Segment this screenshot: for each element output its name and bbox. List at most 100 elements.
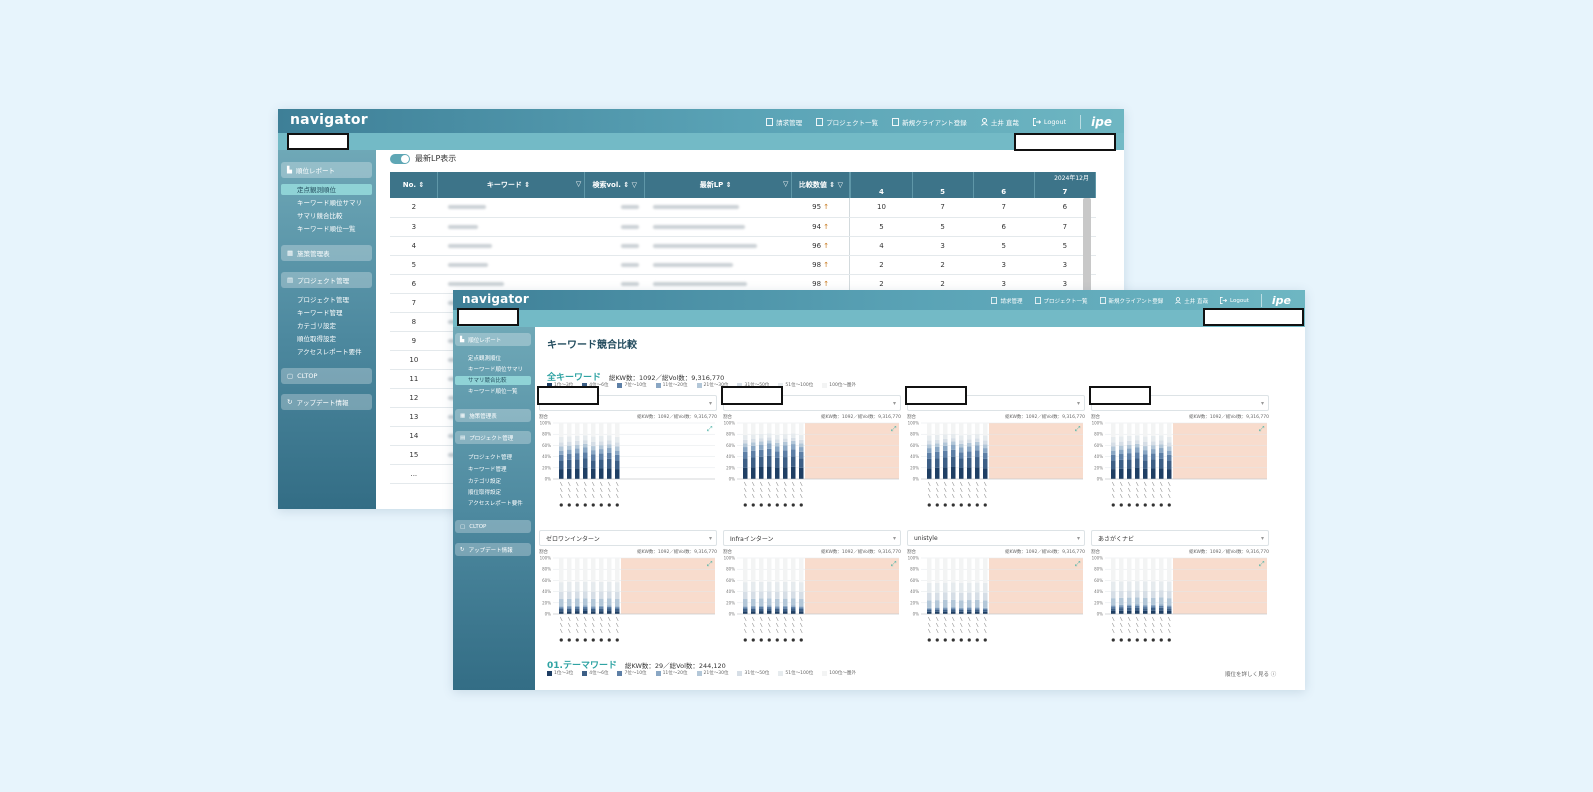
nav-new-client[interactable]: 新規クライアント登録 bbox=[892, 117, 967, 127]
competitor-select[interactable]: ゼロワンインターン bbox=[539, 530, 717, 546]
sidebar-item-summary-compare[interactable]: サマリ競合比較 bbox=[297, 212, 343, 220]
toggle-switch[interactable] bbox=[390, 153, 410, 164]
sidebar-item-keyword-list[interactable]: キーワード順位一覧 bbox=[297, 225, 356, 233]
cell-volume bbox=[584, 198, 645, 218]
chart-bar-segment bbox=[775, 451, 780, 458]
y-tick-label: 0% bbox=[913, 477, 920, 482]
chart-bar-segment bbox=[567, 581, 572, 592]
scrollbar[interactable] bbox=[1083, 198, 1091, 302]
sidebar-item-measures[interactable]: ▦ 施策管理表 bbox=[281, 245, 372, 261]
chart-bar-segment bbox=[783, 607, 788, 609]
sidebar-item-summary-compare[interactable]: サマリ競合比較 bbox=[455, 376, 531, 385]
sidebar-item-keyword-summary[interactable]: キーワード順位サマリ bbox=[297, 199, 362, 207]
x-tick-mark bbox=[759, 481, 763, 487]
sidebar-item-category[interactable]: カテゴリ設定 bbox=[468, 479, 502, 485]
y-tick-label: 80% bbox=[1094, 567, 1103, 572]
chart-bar-segment bbox=[1151, 449, 1156, 454]
table-row[interactable]: 2 95 ↑ 10 7 7 6 bbox=[390, 198, 1096, 218]
table-row[interactable]: 6 98 ↑ 2 2 3 3 bbox=[390, 274, 1096, 294]
chart-bar-segment bbox=[943, 609, 948, 612]
table-row[interactable]: 4 96 ↑ 4 3 5 5 bbox=[390, 236, 1096, 256]
x-tick-mark bbox=[943, 622, 947, 628]
sidebar-item-rank-report[interactable]: ▙ 順位レポート bbox=[281, 162, 372, 178]
sidebar-item-fixed-rank[interactable]: 定点観測順位 bbox=[468, 356, 502, 362]
sidebar-item-project-mgmt[interactable]: ▤ プロジェクト管理 bbox=[281, 272, 372, 288]
sidebar-item-category[interactable]: カテゴリ設定 bbox=[297, 322, 336, 330]
sidebar-item-keyword-summary[interactable]: キーワード順位サマリ bbox=[468, 367, 524, 373]
chart-bar-segment bbox=[951, 441, 956, 445]
sidebar-item-keyword-mgmt[interactable]: キーワード管理 bbox=[297, 309, 343, 317]
chart-bar-segment bbox=[791, 466, 796, 479]
legend-label: 51位〜100位 bbox=[785, 671, 814, 676]
nav-logout[interactable]: Logout bbox=[1220, 297, 1249, 304]
table-row[interactable]: 5 98 ↑ 2 2 3 3 bbox=[390, 255, 1096, 275]
nav-billing[interactable]: 請求管理 bbox=[766, 117, 802, 127]
x-tick-mark bbox=[983, 622, 987, 628]
legend-label: 1位〜3位 bbox=[554, 382, 573, 388]
sidebar-item-keyword-list[interactable]: キーワード順位一覧 bbox=[468, 389, 518, 395]
sidebar-item-keyword-mgmt[interactable]: キーワード管理 bbox=[468, 467, 507, 473]
chart-bar-segment bbox=[1119, 590, 1124, 598]
nav-projects[interactable]: プロジェクト一覧 bbox=[1034, 297, 1088, 305]
bar-marker-dot bbox=[775, 638, 779, 642]
rank-detail-link[interactable]: 順位を詳しく見る ⓘ bbox=[1225, 672, 1277, 678]
filter-icon[interactable]: ▽ bbox=[837, 181, 843, 189]
legend-item: 21位〜30位 bbox=[696, 382, 728, 388]
sidebar-item-project[interactable]: プロジェクト管理 bbox=[297, 296, 349, 304]
chart-bar-segment bbox=[567, 598, 572, 606]
legend-item: 100位〜圏外 bbox=[822, 382, 856, 388]
x-tick-mark bbox=[935, 628, 939, 634]
sidebar-item-rank-setting[interactable]: 順位取得設定 bbox=[297, 335, 336, 343]
x-tick-mark bbox=[1151, 487, 1155, 493]
col-keyword[interactable]: キーワード ⇕ ▽ bbox=[437, 172, 586, 198]
table-row[interactable]: 3 94 ↑ 5 5 6 7 bbox=[390, 217, 1096, 237]
chart-bar-segment bbox=[799, 608, 804, 612]
latest-lp-toggle[interactable]: 最新LP表示 bbox=[390, 153, 456, 164]
chart-bar-segment bbox=[1151, 610, 1156, 614]
chart-bar-segment bbox=[799, 451, 804, 459]
chart-bar-segment bbox=[607, 423, 612, 436]
sidebar-item-updates[interactable]: ↻ アップデート情報 bbox=[281, 394, 372, 410]
bar-marker-dot bbox=[743, 503, 747, 507]
nav-projects[interactable]: プロジェクト一覧 bbox=[816, 117, 878, 127]
col-lp[interactable]: 最新LP ⇕ ▽ bbox=[644, 172, 793, 198]
nav-billing[interactable]: 請求管理 bbox=[991, 297, 1023, 305]
competitor-select[interactable]: unistyle bbox=[907, 530, 1085, 546]
nav-user[interactable]: 土井 直哉 bbox=[1175, 297, 1208, 305]
filter-icon[interactable]: ▽ bbox=[575, 180, 582, 188]
sidebar-item-cltop[interactable]: ▢ CLTOP bbox=[455, 520, 531, 533]
sidebar-item-rank-report[interactable]: ▙ 順位レポート bbox=[455, 333, 531, 346]
sidebar-item-access-report[interactable]: アクセスレポート要件 bbox=[468, 501, 523, 507]
col-no[interactable]: No. ⇕ bbox=[390, 172, 439, 198]
filter-icon[interactable]: ▽ bbox=[631, 181, 638, 189]
sidebar-item-rank-setting[interactable]: 順位取得設定 bbox=[468, 490, 502, 496]
sidebar-item-cltop[interactable]: ▢ CLTOP bbox=[281, 368, 372, 384]
x-tick-mark bbox=[927, 628, 931, 634]
nav-user[interactable]: 土井 直哉 bbox=[980, 117, 1019, 127]
legend-item: 4位〜6位 bbox=[582, 382, 608, 388]
chart-bar-segment bbox=[935, 582, 940, 593]
cell-no: 8 bbox=[390, 312, 438, 332]
sidebar-item-measures[interactable]: ▦ 施策管理表 bbox=[455, 409, 531, 422]
legend-label: 21位〜30位 bbox=[703, 671, 729, 676]
sidebar-item-project[interactable]: プロジェクト管理 bbox=[468, 455, 513, 461]
nav-logout[interactable]: Logout bbox=[1032, 118, 1066, 126]
x-tick-mark bbox=[1159, 628, 1163, 634]
competitor-select[interactable]: あさがくナビ bbox=[1091, 530, 1269, 546]
col-compare[interactable]: 比較数値 ⇕ ▽ bbox=[791, 172, 851, 198]
chart-bar-segment bbox=[767, 598, 772, 606]
sidebar-item-access-report[interactable]: アクセスレポート要件 bbox=[297, 348, 362, 356]
col-volume[interactable]: 検索vol. ⇕ ▽ bbox=[584, 172, 646, 198]
chart-bar-segment bbox=[743, 582, 748, 592]
chart-bar-segment bbox=[1119, 436, 1124, 442]
chart-bar-segment bbox=[1127, 604, 1132, 607]
chart-bar-segment bbox=[759, 591, 764, 599]
sidebar-item-fixed-rank[interactable]: 定点観測順位 bbox=[281, 184, 372, 195]
filter-icon[interactable]: ▽ bbox=[783, 180, 789, 188]
sidebar-item-updates[interactable]: ↻ アップデート情報 bbox=[455, 543, 531, 556]
nav-new-client[interactable]: 新規クライアント登録 bbox=[1099, 297, 1163, 305]
sidebar-item-project-mgmt[interactable]: ▤ プロジェクト管理 bbox=[455, 431, 531, 444]
chart-bar-segment bbox=[1143, 608, 1148, 611]
competitor-select[interactable]: Infraインターン bbox=[723, 530, 901, 546]
chart-bar-segment bbox=[1159, 597, 1164, 605]
